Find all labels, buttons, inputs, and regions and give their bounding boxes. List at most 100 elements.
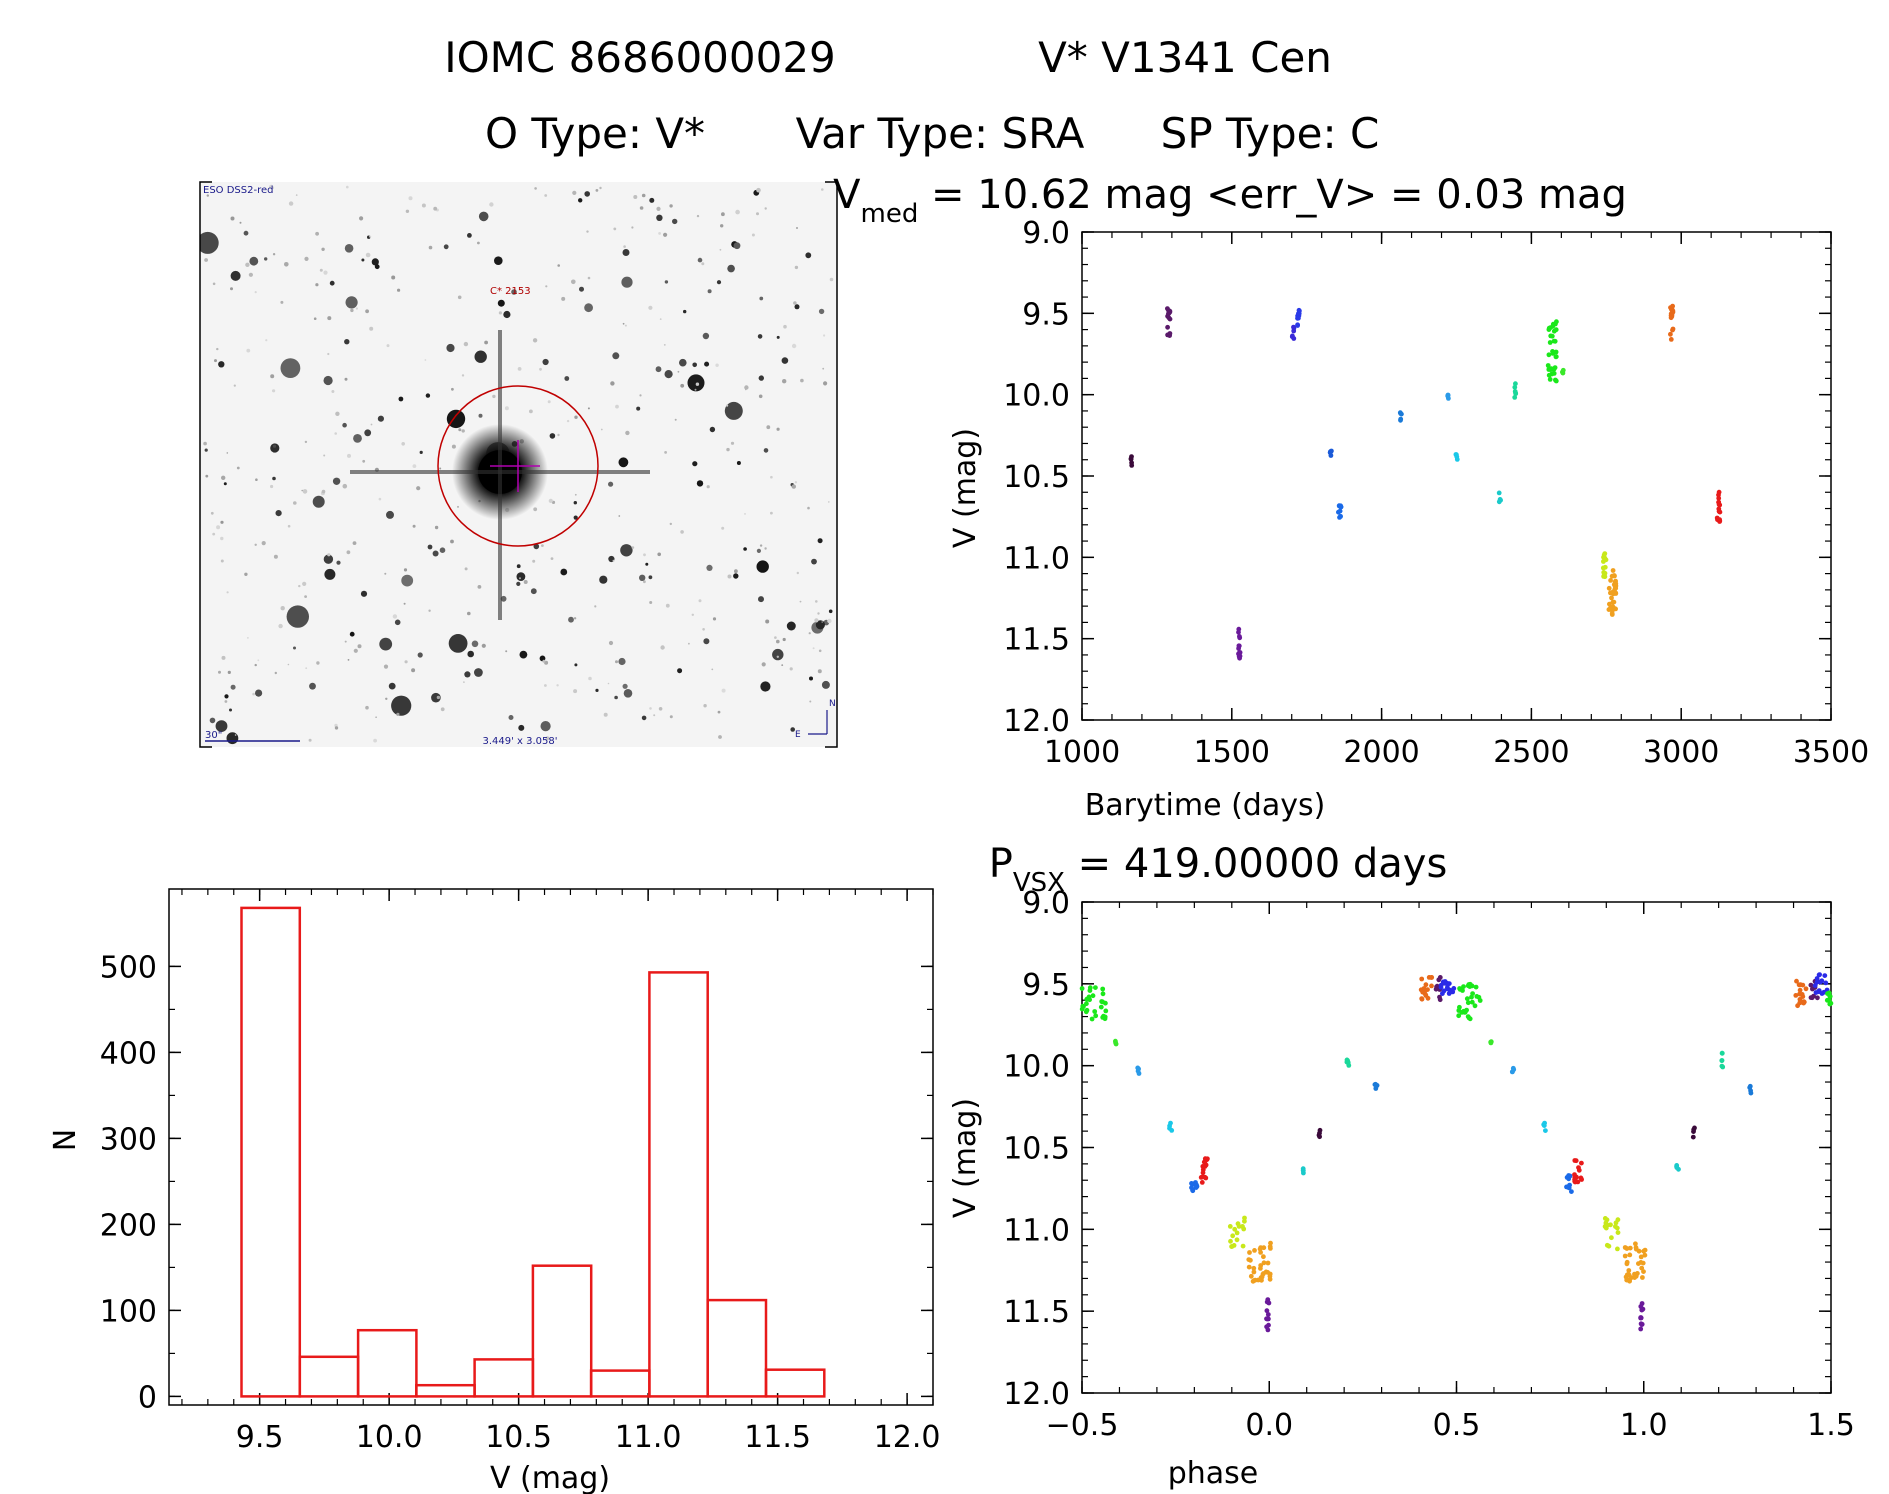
data-point [1237,634,1242,639]
data-point [1265,1260,1271,1266]
data-point [1251,1269,1257,1275]
sky-faint-star [378,497,382,501]
data-point [1242,1215,1247,1221]
sky-faint-star [369,235,372,238]
data-point [1373,1086,1379,1091]
light-curve-title-prefix: V [833,172,861,218]
sky-faint-star [234,734,237,736]
sky-faint-star [498,311,502,315]
sky-star [763,448,769,453]
data-point [1814,976,1820,981]
sky-star [519,650,528,659]
sky-faint-star [608,640,614,646]
sky-faint-star [405,209,410,213]
sky-star [549,433,556,439]
sky-star [467,650,475,658]
sky-faint-star [571,279,576,285]
sky-faint-star [205,474,209,478]
data-point [1193,1185,1199,1190]
y-tick-label: 9.5 [1022,297,1070,332]
sky-faint-star [216,525,221,530]
x-tick-label: 11.0 [615,1420,682,1455]
sky-faint-star [641,193,646,198]
sky-faint-star [404,660,408,664]
sky-faint-star [357,644,362,649]
sky-faint-star [800,378,804,383]
sky-star [612,352,620,360]
x-tick-label: 3000 [1643,735,1719,770]
sky-faint-star [424,359,427,361]
data-point [1248,1257,1253,1263]
sky-faint-star [463,681,465,683]
data-point [1445,393,1451,398]
sky-star [223,482,227,486]
data-point [1510,1065,1516,1071]
sky-star [332,477,341,485]
data-point [1373,1081,1378,1087]
sky-star [272,476,276,481]
sky-faint-star [347,659,350,661]
sky-star [215,720,228,732]
sky-faint-star [539,367,542,371]
data-point [1638,1326,1644,1332]
sky-image: ESO DSS2-red C* 2153 30" 3.449' x 3.058'… [199,181,838,748]
sky-faint-star [226,591,229,594]
sky-faint-star [464,567,468,571]
data-point [1717,517,1722,522]
sky-faint-star [817,612,820,615]
sky-faint-star [331,390,335,393]
data-point [1567,1173,1573,1179]
sky-faint-star [781,664,784,666]
sky-faint-star [274,671,277,675]
data-point [1603,557,1609,563]
sky-faint-star [519,577,521,580]
sky-star [608,481,614,487]
data-point [1572,1177,1578,1182]
sky-faint-star [224,700,228,703]
sky-star [323,375,333,386]
sky-faint-star [660,645,665,650]
sky-faint-star [783,324,787,329]
data-point [1295,322,1300,328]
sky-star [249,256,259,266]
sky-faint-star [315,231,319,236]
data-point [1629,1275,1634,1280]
sky-faint-star [556,684,559,687]
sky-faint-star [298,584,301,588]
sky-star [794,304,800,310]
sky-faint-star [726,447,730,452]
sky-star [655,366,662,373]
sky-star [209,717,216,724]
sky-star [342,422,347,428]
histogram-bar [706,1298,768,1398]
sky-faint-star [827,618,832,624]
data-point [1670,327,1675,333]
sky-faint-star [221,655,226,660]
data-point [1227,1224,1233,1229]
data-point [1265,1327,1271,1333]
data-point [1465,1000,1471,1006]
sky-star [757,334,763,339]
sky-faint-star [385,697,388,700]
sky-star [818,308,825,315]
data-point [1434,984,1439,990]
data-point [1259,1277,1264,1283]
sky-faint-star [793,301,797,305]
sky-faint-star [550,557,554,560]
sky-star [692,362,697,368]
sky-faint-star [323,454,326,457]
sky-faint-star [533,507,538,512]
sky-faint-star [698,599,702,603]
data-point [1615,1230,1621,1235]
sky-faint-star [302,489,308,494]
sky-faint-star [257,659,260,662]
sky-star [324,568,336,580]
data-point [1087,988,1093,993]
data-point [1464,1007,1469,1013]
data-point [1345,1060,1351,1066]
sky-faint-star [408,196,413,201]
histogram-ylabel: N [48,1129,83,1151]
data-point [1240,1243,1246,1249]
phase-curve-title-sub: VSX [1013,868,1065,898]
sky-faint-star [751,233,755,237]
